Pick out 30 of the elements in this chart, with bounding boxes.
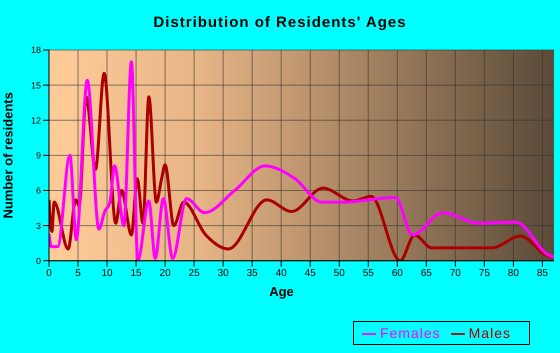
x-tick-label: 80 [508,268,520,279]
x-tick-label: 30 [218,268,230,279]
y-tick-label: 3 [36,220,41,231]
chart-title: Distribution of Residents' Ages [152,14,408,31]
legend-label: Females [380,324,441,341]
x-tick-label: 60 [392,268,404,279]
x-tick-label: 5 [75,268,82,279]
y-tick-label: 9 [36,150,41,161]
y-axis-title: Number of residents [0,92,16,219]
y-tick-label: 15 [30,80,41,90]
x-tick-label: 40 [276,268,288,279]
y-tick-label: 18 [30,45,41,56]
x-tick-label: 0 [46,268,52,279]
x-tick-label: 25 [188,268,200,279]
y-tick-label: 0 [36,256,41,266]
x-tick-label: 70 [450,268,462,279]
legend-label: Males [468,324,511,341]
x-tick-label: 55 [362,268,374,279]
x-tick-label: 65 [420,268,432,279]
x-tick-label: 10 [101,268,114,279]
x-tick-label: 50 [334,268,346,279]
x-axis-title: Age [269,284,294,299]
x-tick-label: 15 [130,268,142,279]
x-tick-label: 35 [246,268,258,279]
x-tick-label: 20 [160,268,172,279]
y-tick-label: 6 [36,186,41,196]
x-tick-label: 85 [536,268,548,279]
x-tick-label: 45 [304,268,316,279]
y-tick-label: 12 [30,115,41,126]
x-tick-label: 75 [478,268,490,279]
